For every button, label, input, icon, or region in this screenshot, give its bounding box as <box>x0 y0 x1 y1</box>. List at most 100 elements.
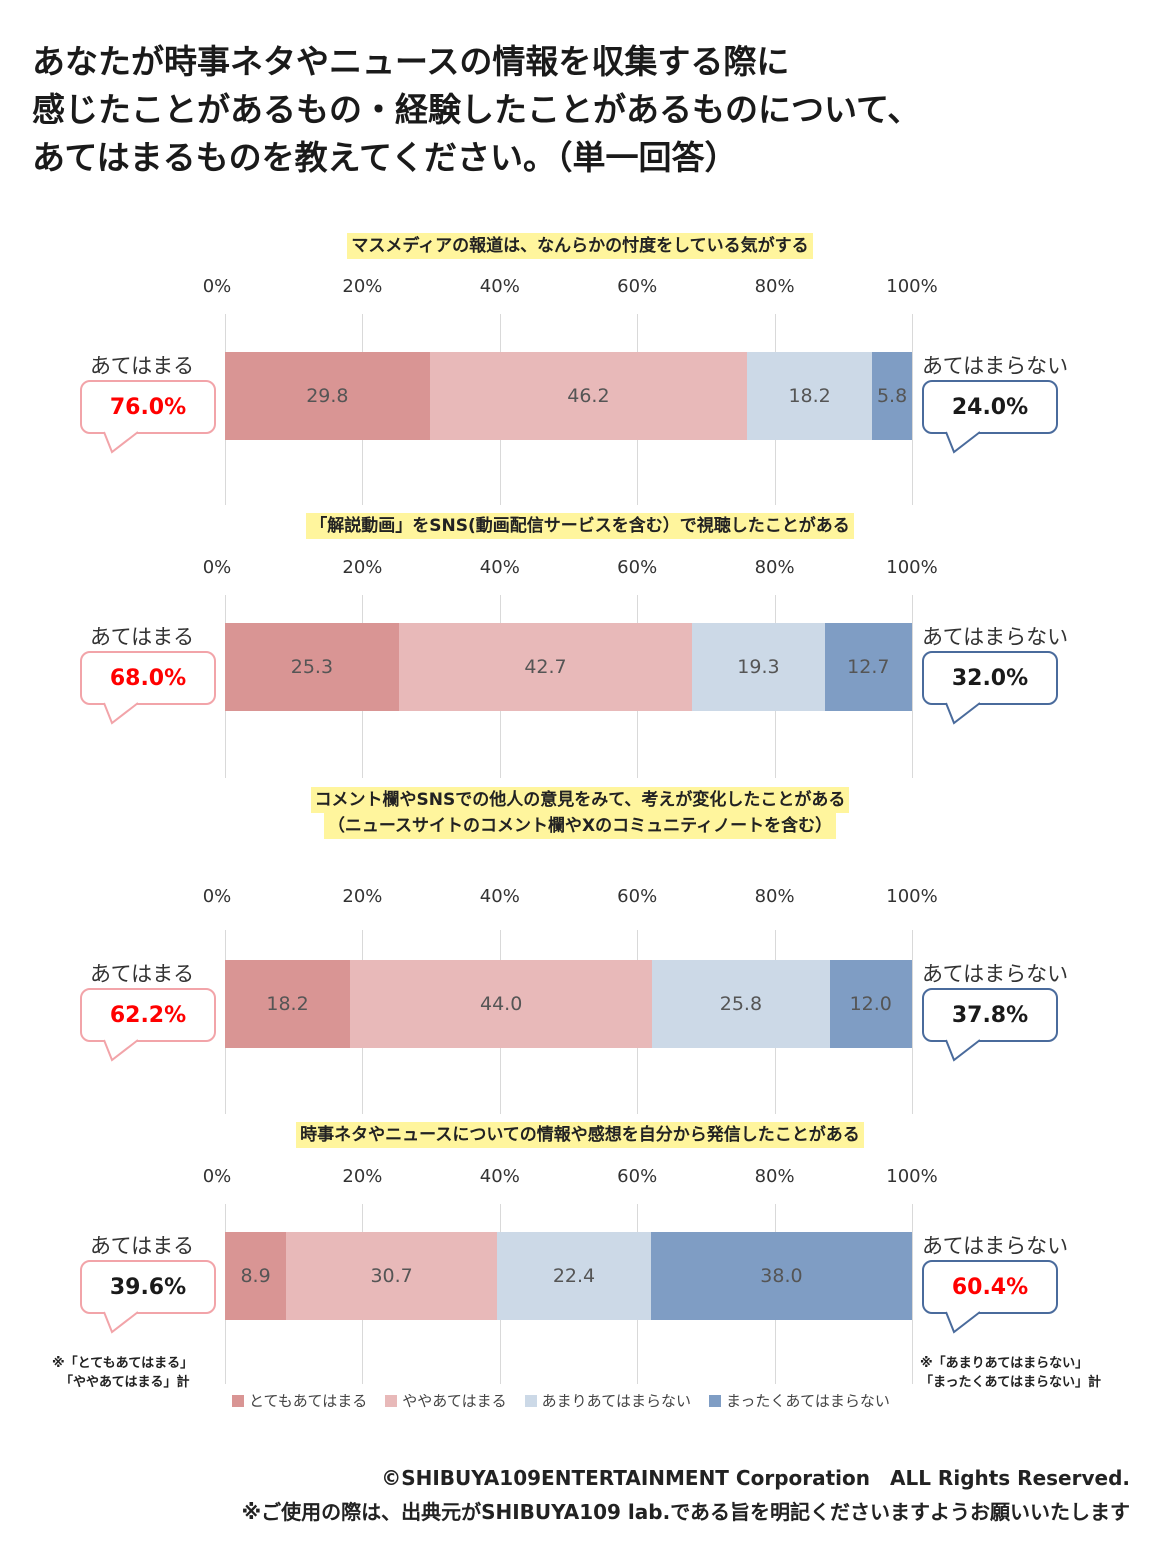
bubble-tail <box>103 1311 139 1334</box>
disagree-label: あてはまらない <box>922 354 1069 378</box>
question-title-line: （ニュースサイトのコメント欄やXのコミュニティノートを含む） <box>0 813 1160 839</box>
question-title-text: 「解説動画」をSNS(動画配信サービスを含む）で視聴したことがある <box>306 513 854 539</box>
legend-swatch <box>709 1394 722 1407</box>
bar-segment-1: 29.8 <box>225 352 430 440</box>
bar-segment-4: 38.0 <box>650 1232 912 1320</box>
axis-tick-label: 100% <box>886 276 938 297</box>
question-title: 「解説動画」をSNS(動画配信サービスを含む）で視聴したことがある <box>0 513 1160 539</box>
bar-segment-3: 22.4 <box>497 1232 651 1320</box>
disagree-total-bubble: 24.0% <box>922 380 1058 434</box>
question-title: コメント欄やSNSでの他人の意見をみて、考えが変化したことがある （ニュースサイト… <box>0 787 1160 839</box>
axis-tick-label: 40% <box>479 557 520 578</box>
bar-segment-1: 8.9 <box>225 1232 287 1320</box>
bar-segment-2: 46.2 <box>429 352 748 440</box>
disagree-total-bubble: 37.8% <box>922 988 1058 1042</box>
left-note: ※「とてもあてはまる」 「ややあてはまる」計 <box>52 1354 193 1392</box>
bar-segment-2: 30.7 <box>286 1232 498 1320</box>
legend-label: まったくあてはまらない <box>726 1392 890 1410</box>
disagree-label: あてはまらない <box>922 625 1069 649</box>
right-note-line: 「まったくあてはまらない」計 <box>920 1375 1101 1390</box>
axis-tick-label: 40% <box>479 886 520 907</box>
question-title-line: コメント欄やSNSでの他人の意見をみて、考えが変化したことがある <box>0 787 1160 813</box>
legend-swatch <box>385 1394 398 1407</box>
agree-total-bubble: 39.6% <box>80 1260 216 1314</box>
agree-label: あてはまる <box>90 354 195 378</box>
gridline <box>912 314 913 505</box>
stacked-bar: 29.8 46.2 18.2 5.8 <box>225 352 912 440</box>
axis-tick-label: 60% <box>617 557 658 578</box>
axis-tick-label: 60% <box>617 1166 658 1187</box>
bar-segment-1: 25.3 <box>225 623 399 711</box>
page-title-line: 感じたことがあるもの・経験したことがあるものについて、 <box>32 90 921 129</box>
bar-segment-1: 18.2 <box>225 960 351 1048</box>
axis-tick-label: 20% <box>342 557 383 578</box>
question-title-text: 時事ネタやニュースについての情報や感想を自分から発信したことがある <box>296 1122 864 1148</box>
bubble-tail <box>945 1039 981 1062</box>
bubble-tail <box>103 702 139 725</box>
agree-label: あてはまる <box>90 625 195 649</box>
legend-label: ややあてはまる <box>402 1392 507 1410</box>
bar-segment-4: 12.0 <box>829 960 912 1048</box>
agree-label: あてはまる <box>90 1234 195 1258</box>
question-title-text: （ニュースサイトのコメント欄やXのコミュニティノートを含む） <box>323 813 837 839</box>
disagree-label: あてはまらない <box>922 1234 1069 1258</box>
bar-segment-2: 44.0 <box>350 960 653 1048</box>
bubble-tail <box>945 702 981 725</box>
question-title-text: マスメディアの報道は、なんらかの忖度をしている気がする <box>347 233 813 259</box>
axis-tick-label: 60% <box>617 276 658 297</box>
page-title-line: あなたが時事ネタやニュースの情報を収集する際に <box>32 42 790 81</box>
gridline <box>912 1204 913 1384</box>
page-title-line: あてはまるものを教えてください。（単一回答） <box>32 138 738 177</box>
question-title-line: 時事ネタやニュースについての情報や感想を自分から発信したことがある <box>0 1122 1160 1148</box>
legend-label: とてもあてはまる <box>249 1392 368 1410</box>
axis-tick-label: 80% <box>754 886 795 907</box>
legend: とてもあてはまる ややあてはまる あまりあてはまらない まったくあてはまらない <box>232 1390 890 1411</box>
bar-segment-3: 25.8 <box>652 960 830 1048</box>
question-title-text: コメント欄やSNSでの他人の意見をみて、考えが変化したことがある <box>310 787 850 813</box>
axis-tick-label: 0% <box>202 557 232 578</box>
axis-tick-label: 40% <box>479 276 520 297</box>
left-note-line: ※「とてもあてはまる」 <box>52 1356 194 1371</box>
axis-tick-label: 20% <box>342 886 383 907</box>
axis-tick-label: 80% <box>754 1166 795 1187</box>
agree-total-bubble: 76.0% <box>80 380 216 434</box>
right-note: ※「あまりあてはまらない」 「まったくあてはまらない」計 <box>920 1354 1101 1392</box>
bubble-tail <box>103 431 139 454</box>
stacked-bar: 18.2 44.0 25.8 12.0 <box>225 960 912 1048</box>
legend-swatch <box>524 1394 537 1407</box>
agree-total-bubble: 68.0% <box>80 651 216 705</box>
gridline <box>912 930 913 1114</box>
legend-item: あまりあてはまらない <box>524 1390 691 1411</box>
question-title: マスメディアの報道は、なんらかの忖度をしている気がする <box>0 233 1160 259</box>
axis-tick-label: 100% <box>886 1166 938 1187</box>
bar-segment-3: 19.3 <box>692 623 825 711</box>
axis-tick-label: 40% <box>479 1166 520 1187</box>
bar-segment-2: 42.7 <box>398 623 693 711</box>
axis-tick-label: 20% <box>342 1166 383 1187</box>
legend-item: とてもあてはまる <box>232 1390 367 1411</box>
disagree-total-bubble: 32.0% <box>922 651 1058 705</box>
axis-tick-label: 80% <box>754 557 795 578</box>
legend-item: ややあてはまる <box>385 1390 507 1411</box>
bar-segment-4: 12.7 <box>824 623 912 711</box>
page-title: あなたが時事ネタやニュースの情報を収集する際に 感じたことがあるもの・経験したこ… <box>32 38 1132 182</box>
agree-total-bubble: 62.2% <box>80 988 216 1042</box>
copyright: ©SHIBUYA109ENTERTAINMENT Corporation ALL… <box>381 1466 1130 1490</box>
axis-tick-label: 0% <box>202 1166 232 1187</box>
legend-swatch <box>232 1394 244 1407</box>
bubble-tail <box>103 1039 139 1062</box>
axis-tick-label: 20% <box>342 276 383 297</box>
bar-segment-3: 18.2 <box>747 352 873 440</box>
agree-label: あてはまる <box>90 962 195 986</box>
disagree-label: あてはまらない <box>922 962 1069 986</box>
usage-note: ※ご使用の際は、出典元がSHIBUYA109 lab.である旨を明記くださいます… <box>241 1500 1130 1524</box>
axis-tick-label: 100% <box>886 557 938 578</box>
axis-tick-label: 60% <box>617 886 658 907</box>
legend-item: まったくあてはまらない <box>709 1390 890 1411</box>
left-note-line: 「ややあてはまる」計 <box>60 1375 190 1390</box>
right-note-line: ※「あまりあてはまらない」 <box>920 1356 1089 1371</box>
question-title-line: マスメディアの報道は、なんらかの忖度をしている気がする <box>0 233 1160 259</box>
bubble-tail <box>945 1311 981 1334</box>
question-title-line: 「解説動画」をSNS(動画配信サービスを含む）で視聴したことがある <box>0 513 1160 539</box>
stacked-bar: 25.3 42.7 19.3 12.7 <box>225 623 912 711</box>
